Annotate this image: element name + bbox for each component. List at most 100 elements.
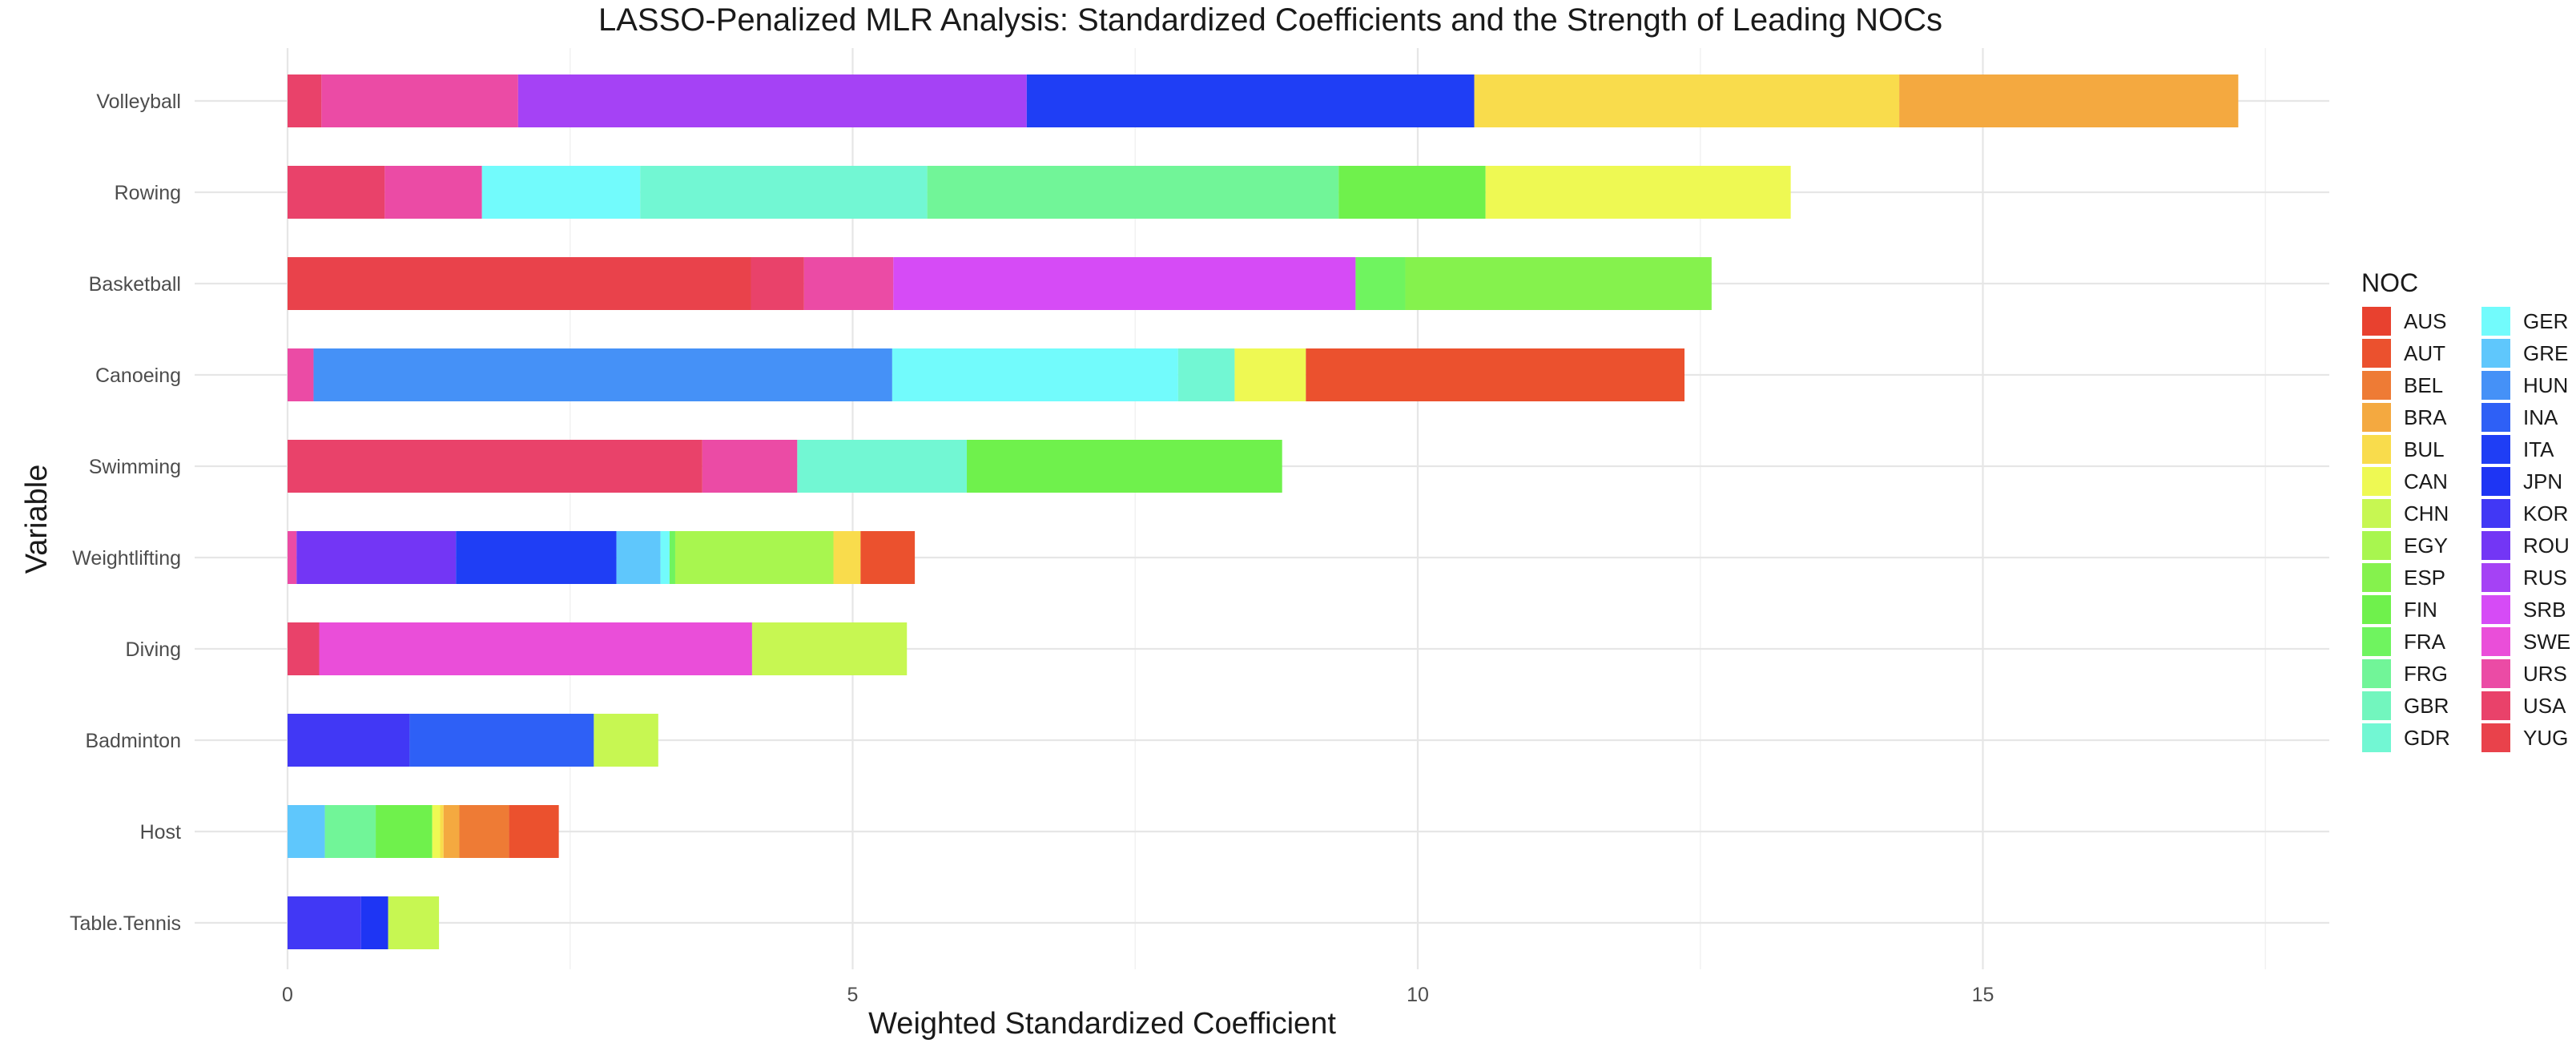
legend-key	[2362, 339, 2391, 368]
bar-stack	[288, 896, 440, 949]
legend-item: SWE	[2481, 627, 2570, 656]
bar-segment	[1338, 166, 1486, 219]
legend-key	[2362, 371, 2391, 400]
legend-key	[2362, 435, 2391, 464]
bar-segment	[1485, 166, 1791, 219]
legend-label: URS	[2523, 662, 2567, 686]
legend-key	[2481, 627, 2510, 656]
legend-item: GER	[2481, 307, 2568, 336]
bar-stack	[288, 440, 1282, 493]
legend-title: NOC	[2361, 268, 2418, 297]
legend-key	[2481, 435, 2510, 464]
legend-key	[2481, 723, 2510, 752]
bar-segment	[1355, 257, 1406, 310]
bar-segment	[288, 166, 385, 219]
legend-item: HUN	[2481, 371, 2568, 400]
legend-item: ITA	[2481, 435, 2554, 464]
y-tick-label: Volleyball	[96, 91, 181, 113]
bar-segment	[388, 896, 440, 949]
bar-segment	[967, 440, 1282, 493]
legend-label: YUG	[2523, 726, 2568, 750]
legend-item: GRE	[2481, 339, 2568, 368]
legend-item: FRG	[2362, 659, 2448, 688]
bar-segment	[409, 714, 594, 767]
bar-segment	[616, 531, 661, 584]
legend-item: URS	[2481, 659, 2567, 688]
bar-segment	[1177, 348, 1235, 401]
bar-segment	[751, 622, 908, 675]
legend-key	[2362, 659, 2391, 688]
bar-segment	[833, 531, 861, 584]
legend-item: USA	[2481, 691, 2566, 720]
y-tick-label: Canoeing	[95, 364, 181, 387]
legend-key	[2362, 563, 2391, 592]
y-tick-label: Rowing	[115, 182, 181, 204]
y-tick-label: Host	[140, 821, 181, 844]
legend-label: JPN	[2523, 469, 2562, 493]
bar-segment	[702, 440, 798, 493]
legend-label: GRE	[2523, 341, 2568, 365]
bar-segment	[660, 531, 670, 584]
legend-key	[2362, 595, 2391, 624]
bar-stack	[288, 714, 658, 767]
legend-label: BEL	[2404, 373, 2443, 397]
legend-label: ITA	[2523, 437, 2554, 461]
bar-segment	[860, 531, 916, 584]
legend-item: AUS	[2362, 307, 2446, 336]
legend-key	[2362, 723, 2391, 752]
legend-item: EGY	[2362, 531, 2448, 560]
bar-segment	[288, 348, 314, 401]
bar-segment	[481, 166, 641, 219]
bar-segment	[384, 166, 482, 219]
bar-segment	[797, 440, 968, 493]
bar-segment	[1026, 74, 1475, 127]
bar-segment	[1306, 348, 1684, 401]
bar-segment	[509, 805, 559, 858]
legend-label: EGY	[2404, 534, 2448, 558]
legend-label: GER	[2523, 309, 2568, 333]
bar-segment	[288, 622, 320, 675]
bar-stack	[288, 257, 1712, 310]
bar-segment	[893, 257, 1356, 310]
legend-item: CAN	[2362, 467, 2448, 496]
legend-key	[2481, 595, 2510, 624]
bar-segment	[321, 74, 518, 127]
legend-key	[2362, 531, 2391, 560]
y-tick-label: Weightlifting	[72, 547, 181, 570]
legend-label: CHN	[2404, 501, 2449, 526]
legend-label: GDR	[2404, 726, 2450, 750]
bar-segment	[440, 805, 444, 858]
legend-key	[2362, 499, 2391, 528]
y-axis-title: Variable	[20, 465, 54, 574]
legend-label: CAN	[2404, 469, 2448, 493]
legend-item: RUS	[2481, 563, 2567, 592]
y-tick-label: Badminton	[85, 730, 181, 752]
bar-segment	[1899, 74, 2239, 127]
legend-item: GDR	[2362, 723, 2450, 752]
legend-label: FIN	[2404, 598, 2437, 622]
bar-segment	[360, 896, 388, 949]
bar-segment	[594, 714, 658, 767]
legend-label: SWE	[2523, 630, 2570, 654]
bar-segment	[288, 74, 322, 127]
legend-key	[2362, 691, 2391, 720]
legend-label: INA	[2523, 405, 2558, 429]
bar-segment	[927, 166, 1339, 219]
bar-segment	[324, 805, 376, 858]
legend-key	[2362, 403, 2391, 432]
legend-item: FRA	[2362, 627, 2446, 656]
x-tick-label: 0	[282, 984, 293, 1006]
bar-segment	[288, 440, 702, 493]
bar-segment	[892, 348, 1178, 401]
bar-segment	[803, 257, 894, 310]
legend-item: BRA	[2362, 403, 2447, 432]
bar-stack	[288, 622, 908, 675]
legend-key	[2362, 307, 2391, 336]
bar-segment	[313, 348, 892, 401]
bar-segment	[674, 531, 834, 584]
legend-key	[2362, 467, 2391, 496]
chart-title: LASSO-Penalized MLR Analysis: Standardiz…	[598, 2, 1942, 38]
legend-key	[2481, 371, 2510, 400]
